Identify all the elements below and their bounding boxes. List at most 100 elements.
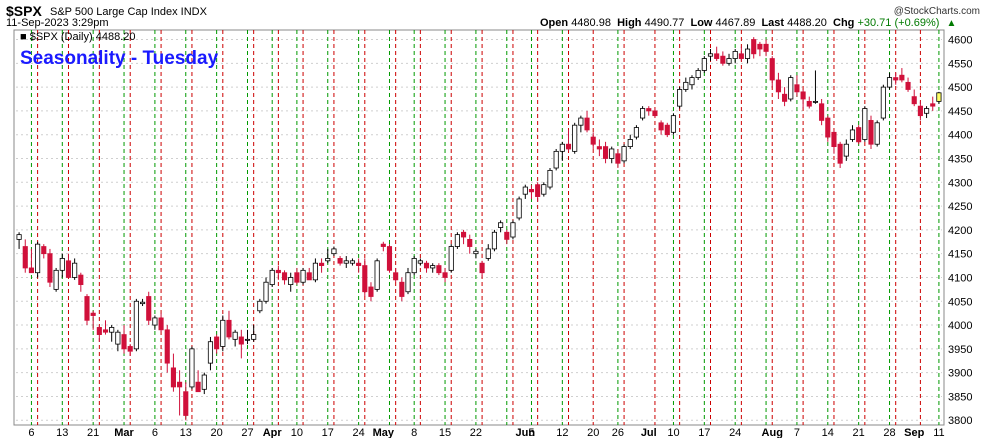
y-tick-label: 3900 [948,368,972,380]
candle-body [393,272,399,281]
candle-body [917,105,923,117]
legend-series-value: 4488.20 [96,31,136,43]
candle-body [584,117,590,131]
last-label: Last [761,17,785,29]
candle-body [16,234,22,240]
candle-body [164,329,170,364]
candle-body [819,103,825,121]
x-tick-label: May [373,427,395,438]
candle-body [609,148,615,159]
candle-body [893,77,899,81]
candle-body [930,103,936,107]
x-tick-label: Mar [114,427,134,438]
candle-body [343,260,349,264]
candle-body [769,58,775,81]
candle-body [886,77,893,88]
x-tick-label: 24 [729,427,741,438]
y-tick-label: 4100 [948,272,972,284]
candle-body [269,269,275,286]
candle-body [189,348,195,388]
candle-body [899,74,905,81]
candle-body [485,248,491,259]
candle-body [146,296,152,321]
candle-body [325,258,331,262]
x-tick-label: 6 [28,427,34,438]
x-tick-label: 7 [794,427,800,438]
open-value: 4480.98 [571,17,611,29]
x-tick-label: 6 [152,427,158,438]
candle-body [491,231,497,250]
candle-body [640,108,646,119]
candle-body [257,300,263,312]
series-legend: ■ $SPX (Daily) 4488.20 [20,31,136,43]
candle-body [288,277,294,286]
candle-body [763,43,769,52]
x-tick-label: 10 [667,427,679,438]
x-tick-label: 14 [822,427,834,438]
candle-body [41,246,47,255]
candle-body [59,258,65,271]
candle-body [528,189,535,193]
candle-body [498,222,504,228]
candle-body [275,269,281,274]
y-tick-label: 4450 [948,106,972,118]
brand-watermark: @StockCharts.com [893,6,980,17]
x-tick-label: Jul [641,427,657,438]
candle-body [701,58,707,71]
candle-body [794,84,800,93]
y-tick-label: 3950 [948,344,972,356]
candle-body [127,346,133,352]
candle-body [936,92,942,102]
weekday-markers [30,30,940,425]
legend-series-label: $SPX (Daily) [30,31,93,43]
candle-body [454,234,460,247]
candle-body [578,117,584,126]
x-tick-label: 20 [211,427,223,438]
candle-body [806,100,812,107]
candle-body [356,262,362,266]
y-tick-label: 4150 [948,249,972,261]
candle-body [843,143,849,157]
candle-body [115,331,121,345]
x-tick-label: 22 [470,427,482,438]
candle-body [133,300,139,350]
candle-body [615,153,621,164]
plot-frame [13,29,945,426]
y-tick-label: 4600 [948,35,972,47]
candle-body [183,391,189,416]
candle-body [22,246,28,269]
y-tick-label: 4500 [948,82,972,94]
candle-body [411,258,417,274]
candle-body [436,265,442,274]
candle-body [689,77,695,86]
candle-body [109,327,115,333]
candle-body [368,286,374,297]
chart-date-time: 11-Sep-2023 3:29pm [6,17,109,29]
candle-body [72,262,78,278]
candle-body [831,131,837,147]
legend-swatch-icon: ■ [20,31,30,43]
candle-body [473,250,479,255]
candle-body [775,79,781,93]
candle-body [726,58,732,64]
candle-body [201,374,207,390]
low-label: Low [690,17,713,29]
x-tick-label: 11 [933,427,944,438]
candle-body [121,334,127,350]
candle-body [152,317,158,326]
candle-body [714,53,720,59]
candle-body [479,262,485,274]
x-tick-label: 5 [528,427,534,438]
x-tick-label: 26 [612,427,624,438]
candle-body [652,110,658,117]
candle-body [732,51,738,59]
candle-body [65,260,72,278]
candle-body [220,319,226,347]
candle-body [695,70,701,78]
x-tick-label: 13 [180,427,192,438]
candle-body [547,169,553,188]
candle-body [448,246,454,271]
candle-body [294,272,300,283]
candle-body [825,117,831,138]
candle-body [177,381,183,388]
